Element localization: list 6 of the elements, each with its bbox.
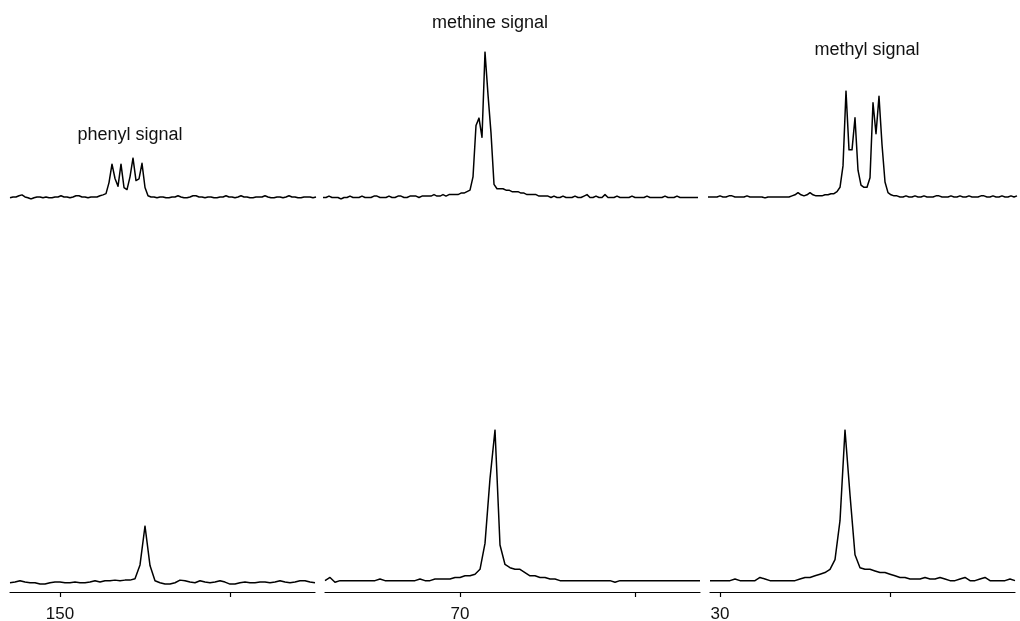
text: 70 — [450, 604, 470, 621]
chart-title: phenyl signal — [77, 124, 183, 144]
text: 30 — [710, 604, 730, 621]
chart-title: methine signal — [431, 12, 549, 32]
chart-title: methyl signal — [814, 39, 920, 59]
text: 150 — [45, 604, 75, 621]
